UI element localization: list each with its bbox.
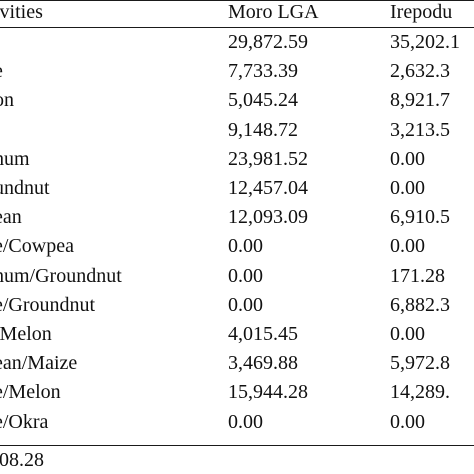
moro-value-cell: 12,457.04 xyxy=(228,177,308,199)
activity-cell: e xyxy=(0,59,3,83)
moro-value-cell: 15,944.28 xyxy=(228,381,308,403)
moro-value-cell: 9,148.72 xyxy=(228,119,298,141)
irepodun-value-cell: 2,632.3 xyxy=(390,60,450,82)
moro-value-cell: 0.00 xyxy=(228,265,263,287)
irepodun-value-cell: 35,202.1 xyxy=(390,31,460,53)
moro-value-cell: 0.00 xyxy=(228,294,263,316)
activity-cell: hum/Groundnut xyxy=(0,265,122,287)
activity-cell: e/Melon xyxy=(0,381,61,403)
activity-cell: e/Groundnut xyxy=(0,294,96,316)
table-top-rule xyxy=(0,0,474,1)
activity-cell: on xyxy=(0,89,14,111)
irepodun-value-cell: 171.28 xyxy=(390,265,445,287)
irepodun-value-cell: 0.00 xyxy=(390,235,425,257)
irepodun-value-cell: 6,910.5 xyxy=(390,206,450,228)
header-rule xyxy=(0,27,474,28)
irepodun-value-cell: 5,972.8 xyxy=(390,352,450,374)
header-irepodun: Irepodu xyxy=(390,1,453,23)
activity-cell: e/Cowpea xyxy=(0,235,74,257)
activity-cell: undnut xyxy=(0,177,50,199)
activity-cell: ean/Maize xyxy=(0,352,78,374)
moro-value-cell: 4,015.45 xyxy=(228,323,298,345)
activity-cell: ean xyxy=(0,206,22,228)
moro-value-cell: 3,469.88 xyxy=(228,352,298,374)
irepodun-value-cell: 14,289. xyxy=(390,381,450,403)
irepodun-value-cell: 3,213.5 xyxy=(390,119,450,141)
moro-value-cell: 23,981.52 xyxy=(228,148,308,170)
irepodun-value-cell: 8,921.7 xyxy=(390,89,450,111)
activity-cell: hum xyxy=(0,148,30,170)
header-moro-lga: Moro LGA xyxy=(228,1,319,23)
irepodun-value-cell: 0.00 xyxy=(390,177,425,199)
activity-cell: /Melon xyxy=(0,323,52,345)
moro-value-cell: 29,872.59 xyxy=(228,31,308,53)
moro-value-cell: 7,733.39 xyxy=(228,60,298,82)
irepodun-value-cell: 0.00 xyxy=(390,411,425,433)
irepodun-value-cell: 0.00 xyxy=(390,323,425,345)
moro-value-cell: 5,045.24 xyxy=(228,89,298,111)
irepodun-value-cell: 6,882.3 xyxy=(390,294,450,316)
activity-cell: e/Okra xyxy=(0,411,49,433)
moro-value-cell: 12,093.09 xyxy=(228,206,308,228)
table-bottom-rule xyxy=(0,445,474,446)
moro-value-cell: 0.00 xyxy=(228,411,263,433)
moro-value-cell: 0.00 xyxy=(228,235,263,257)
header-activities: ivities xyxy=(0,1,43,23)
irepodun-value-cell: 0.00 xyxy=(390,148,425,170)
table-footer-value: 08.28 xyxy=(0,449,44,471)
